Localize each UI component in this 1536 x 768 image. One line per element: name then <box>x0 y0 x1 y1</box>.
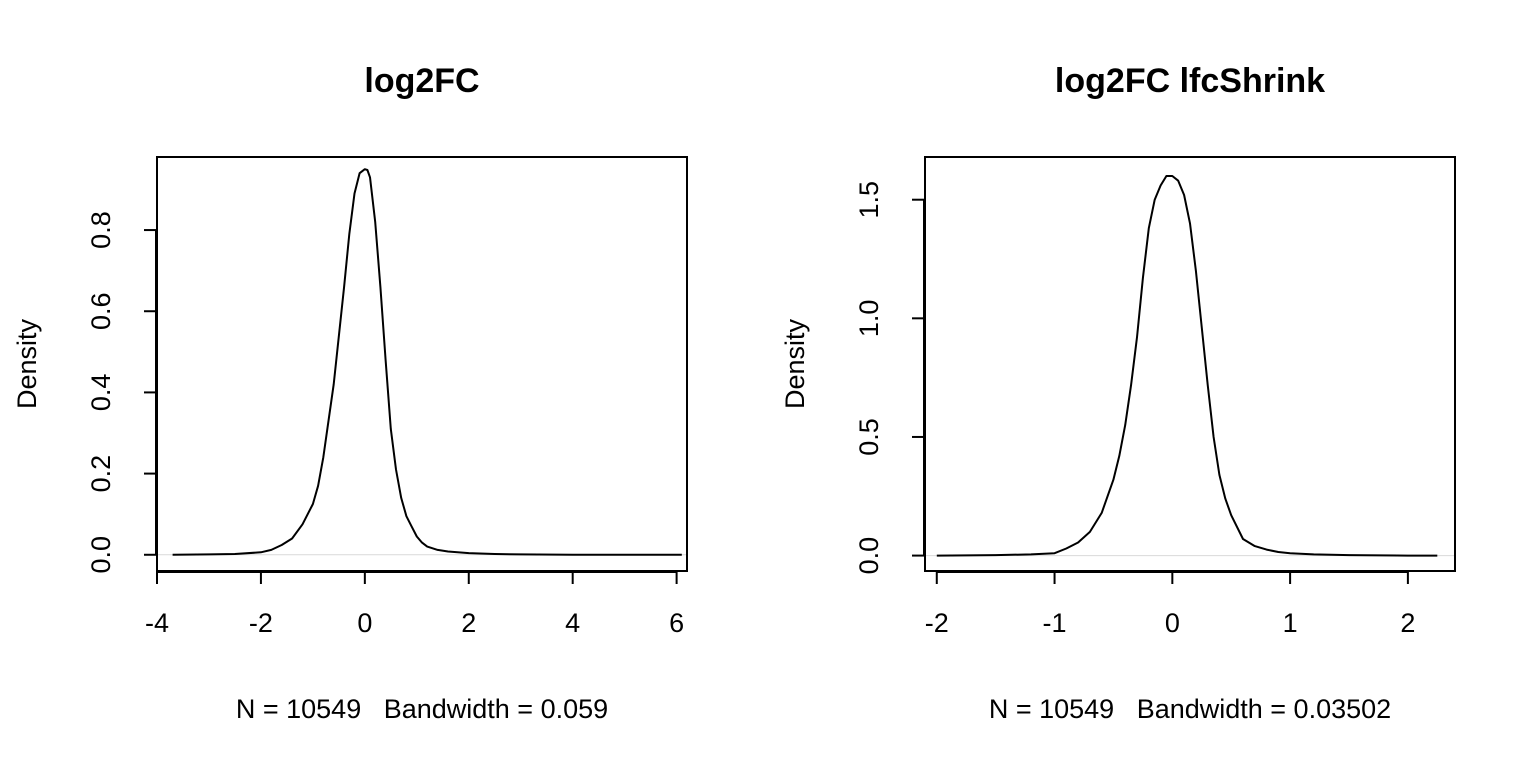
y-axis: 0.0 0.5 1.0 1.5 <box>854 181 925 575</box>
x-axis: -4 -2 0 2 4 6 <box>145 571 684 638</box>
plot-frame <box>156 156 688 572</box>
x-tick-label: 6 <box>669 608 684 638</box>
y-tick-label: 1.5 <box>854 181 884 219</box>
x-tick-label: 1 <box>1283 608 1298 638</box>
density-line <box>172 168 682 556</box>
x-axis: -2 -1 0 1 2 <box>925 571 1415 638</box>
y-tick-label: 0.4 <box>86 374 116 412</box>
panel-log2fc-lfcshrink: log2FC lfcShrink -2 -1 0 1 2 0.0 0.5 1.0 1.5 N … <box>780 62 1456 724</box>
y-tick-label: 0.0 <box>854 537 884 575</box>
y-axis: 0.0 0.2 0.4 0.6 0.8 <box>86 211 157 574</box>
x-tick-label: 0 <box>357 608 372 638</box>
chart-title: log2FC lfcShrink <box>1055 62 1325 100</box>
x-tick-label: 0 <box>1165 608 1180 638</box>
y-axis-label: Density <box>780 318 810 409</box>
x-tick-label: -2 <box>249 608 273 638</box>
x-tick-label: -4 <box>145 608 169 638</box>
plot-area <box>158 168 686 556</box>
panel-log2fc: log2FC -4 -2 0 2 4 6 0.0 0.2 0.4 0.6 0.8 N = 1054… <box>12 62 688 724</box>
x-axis-label: N = 10549 Bandwidth = 0.059 <box>236 694 608 724</box>
x-axis-label: N = 10549 Bandwidth = 0.03502 <box>989 694 1391 724</box>
y-tick-label: 0.2 <box>86 455 116 493</box>
y-tick-label: 1.0 <box>854 300 884 338</box>
y-tick-label: 0.8 <box>86 211 116 249</box>
plot-area <box>926 175 1454 557</box>
x-tick-label: 4 <box>565 608 580 638</box>
y-tick-label: 0.6 <box>86 292 116 330</box>
chart-title: log2FC <box>364 62 479 100</box>
x-tick-label: 2 <box>461 608 476 638</box>
x-tick-label: -1 <box>1043 608 1067 638</box>
x-tick-label: 2 <box>1400 608 1415 638</box>
x-tick-label: -2 <box>925 608 949 638</box>
y-tick-label: 0.5 <box>854 418 884 456</box>
y-tick-label: 0.0 <box>86 536 116 574</box>
density-line <box>936 175 1438 557</box>
y-axis-label: Density <box>12 318 42 409</box>
